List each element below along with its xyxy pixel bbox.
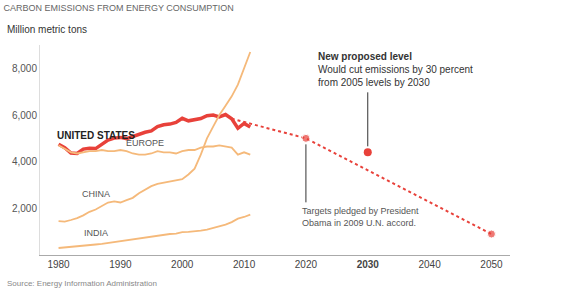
svg-text:2000: 2000 [171, 259, 194, 270]
svg-text:1980: 1980 [47, 259, 70, 270]
svg-text:Targets pledged by PresidentOb: Targets pledged by PresidentObama in 200… [302, 206, 419, 228]
svg-text:4,000: 4,000 [12, 156, 37, 167]
svg-text:New proposed levelWould cut em: New proposed levelWould cut emissions by… [318, 51, 473, 88]
svg-text:8,000: 8,000 [12, 63, 37, 74]
svg-text:CHINA: CHINA [82, 189, 110, 199]
svg-text:2,000: 2,000 [12, 203, 37, 214]
svg-text:2050: 2050 [480, 259, 503, 270]
svg-text:2010: 2010 [233, 259, 256, 270]
svg-text:2030: 2030 [357, 259, 380, 270]
svg-text:6,000: 6,000 [12, 110, 37, 121]
svg-text:INDIA: INDIA [84, 228, 108, 238]
svg-text:CARBON EMISSIONS FROM ENERGY C: CARBON EMISSIONS FROM ENERGY CONSUMPTION [3, 3, 233, 13]
svg-text:2020: 2020 [295, 259, 318, 270]
svg-text:Source: Energy Information Adm: Source: Energy Information Administratio… [7, 279, 157, 288]
svg-text:UNITED STATES: UNITED STATES [57, 130, 135, 141]
svg-text:EUROPE: EUROPE [126, 138, 164, 148]
svg-text:Million metric tons: Million metric tons [7, 24, 87, 35]
svg-text:2040: 2040 [418, 259, 441, 270]
svg-text:1990: 1990 [109, 259, 132, 270]
